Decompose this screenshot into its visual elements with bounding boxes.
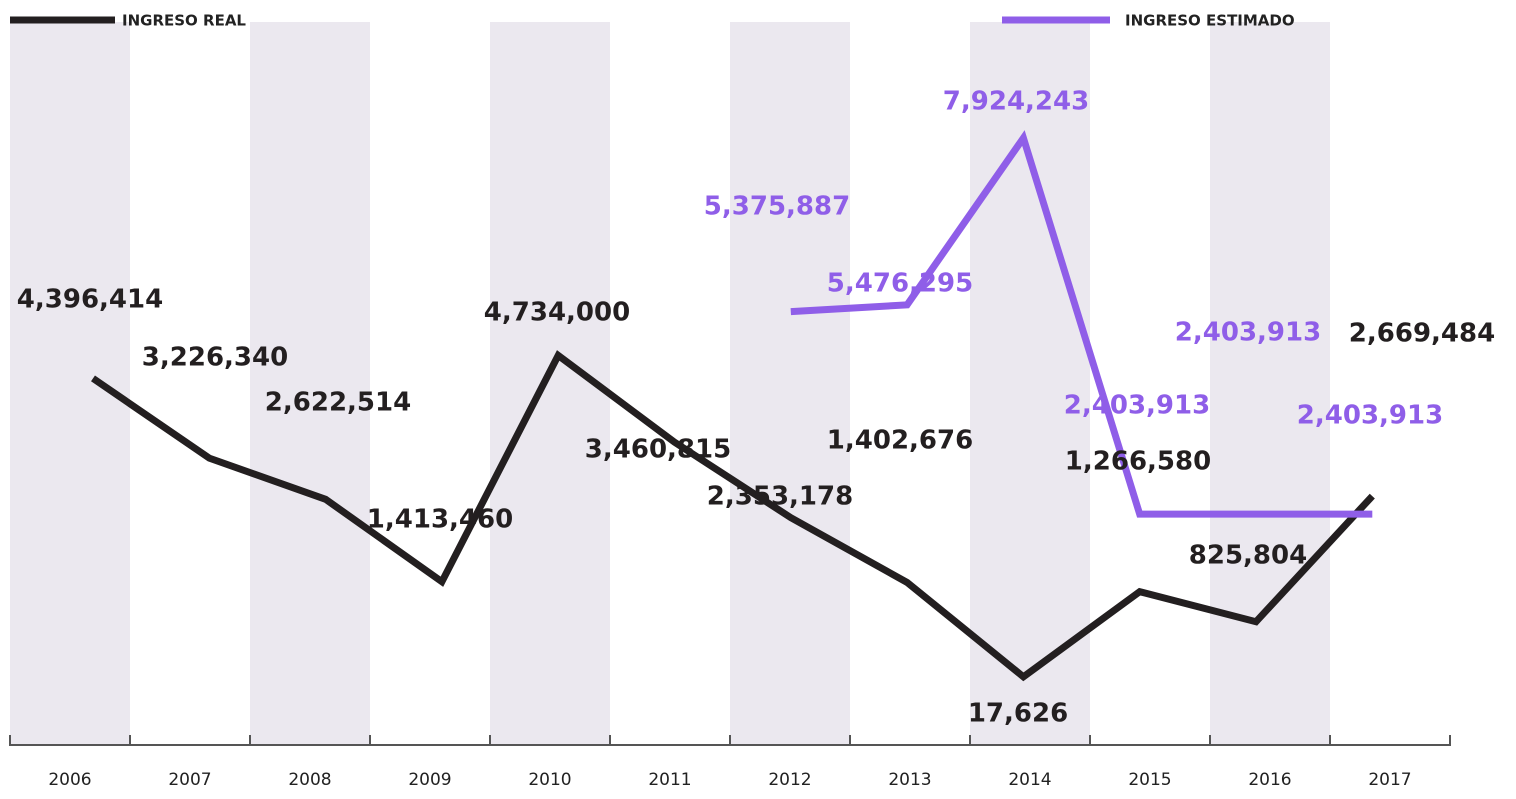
legend-label: INGRESO ESTIMADO: [1125, 12, 1295, 30]
band: [970, 22, 1090, 745]
x-tick-label: 2007: [168, 770, 211, 790]
data-label: 17,626: [968, 699, 1068, 729]
data-label: 3,226,340: [142, 343, 288, 373]
data-label: 2,622,514: [265, 388, 411, 418]
band: [490, 22, 610, 745]
band: [10, 22, 130, 745]
data-label: 2,403,913: [1297, 401, 1443, 431]
data-label: 5,476,295: [827, 269, 973, 299]
x-tick-label: 2009: [408, 770, 451, 790]
x-tick-label: 2017: [1368, 770, 1411, 790]
data-label: 2,669,484: [1349, 319, 1495, 349]
x-tick-label: 2014: [1008, 770, 1051, 790]
legend-label: INGRESO REAL: [122, 12, 246, 30]
x-tick-label: 2012: [768, 770, 811, 790]
line: [790, 130, 1373, 518]
x-tick-label: 2015: [1128, 770, 1171, 790]
x-tick-label: 2008: [288, 770, 331, 790]
x-tick-label: 2013: [888, 770, 931, 790]
band: [250, 22, 370, 745]
data-label: 4,396,414: [17, 285, 163, 315]
data-label: 4,734,000: [484, 298, 630, 328]
data-label: 1,266,580: [1065, 447, 1211, 477]
x-tick-label: 2006: [48, 770, 91, 790]
data-label: 7,924,243: [943, 87, 1089, 117]
x-tick-label: 2010: [528, 770, 571, 790]
data-label: 3,460,815: [585, 435, 731, 465]
data-label: 825,804: [1189, 541, 1307, 571]
line: [91, 350, 1375, 682]
band: [730, 22, 850, 745]
x-tick-label: 2011: [648, 770, 691, 790]
data-label: 2,353,178: [707, 482, 853, 512]
data-label: 2,403,913: [1175, 318, 1321, 348]
band: [1210, 22, 1330, 745]
data-label: 1,413,460: [367, 505, 513, 535]
data-label: 1,402,676: [827, 426, 973, 456]
data-label: 5,375,887: [704, 192, 850, 222]
data-label: 2,403,913: [1064, 391, 1210, 421]
x-tick-label: 2016: [1248, 770, 1291, 790]
